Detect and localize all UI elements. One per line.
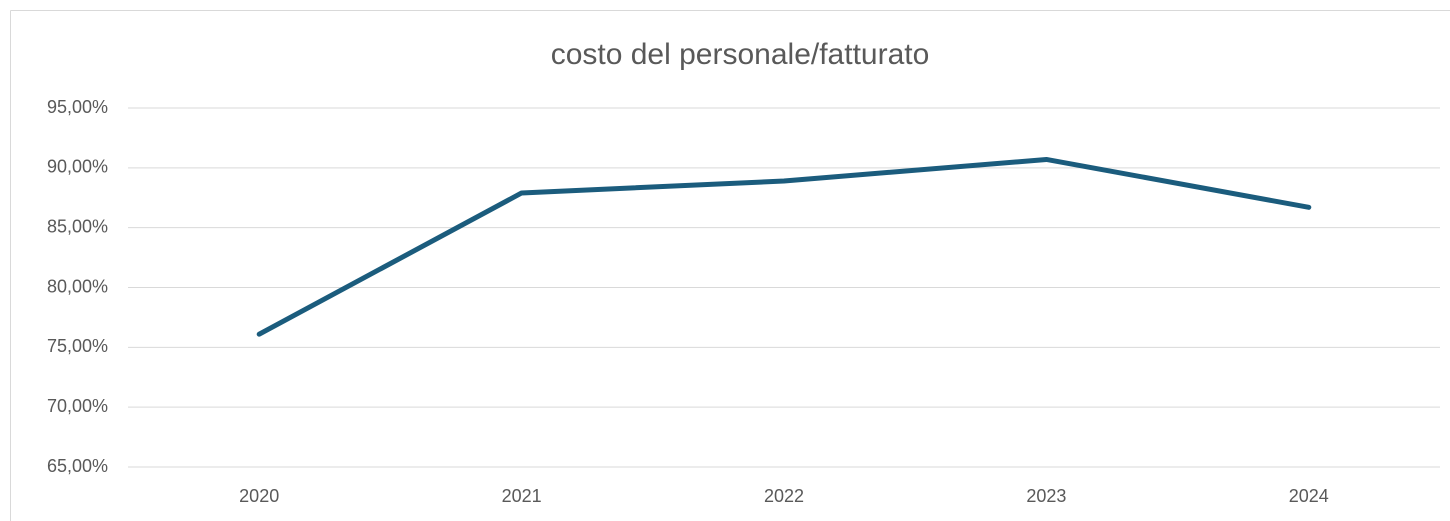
x-tick-label: 2021 [502,486,542,506]
y-tick-label: 80,00% [47,276,108,296]
chart-title: costo del personale/fatturato [551,38,930,71]
x-tick-label: 2020 [239,486,279,506]
y-tick-label: 90,00% [47,157,108,177]
x-tick-label: 2022 [764,486,804,506]
y-tick-label: 95,00% [47,97,108,117]
line-series [256,156,1312,337]
y-tick-label: 85,00% [47,216,108,236]
y-tick-label: 65,00% [47,456,108,476]
y-tick-label: 70,00% [47,396,108,416]
x-tick-label: 2023 [1026,486,1066,506]
x-tick-label: 2024 [1289,486,1329,506]
y-tick-label: 75,00% [47,336,108,356]
